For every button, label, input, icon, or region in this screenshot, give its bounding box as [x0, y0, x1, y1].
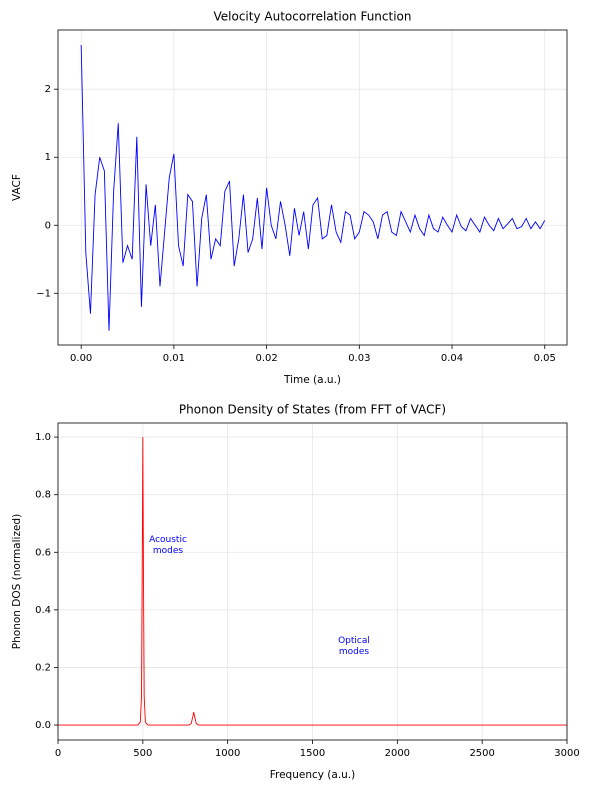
y-tick-label: −1	[36, 288, 51, 299]
x-tick-label: 0.01	[163, 353, 185, 364]
chart-title: Phonon Density of States (from FFT of VA…	[179, 403, 446, 417]
x-tick-label: 1000	[215, 748, 240, 759]
annotation: modes	[339, 647, 370, 657]
x-tick-label: 0.00	[70, 353, 92, 364]
x-tick-label: 2000	[385, 748, 410, 759]
data-line	[58, 437, 567, 726]
y-tick-label: 1.0	[35, 432, 51, 443]
y-tick-label: 0.8	[35, 490, 51, 501]
y-tick-label: 0.0	[35, 720, 51, 731]
x-tick-label: 0.03	[348, 353, 370, 364]
y-tick-label: 0.6	[35, 547, 51, 558]
y-axis-label: VACF	[11, 174, 23, 201]
chart-title: Velocity Autocorrelation Function	[214, 10, 412, 24]
x-tick-label: 2500	[469, 748, 494, 759]
y-tick-label: 0	[45, 220, 51, 231]
x-tick-label: 0.02	[255, 353, 277, 364]
x-axis-label: Time (a.u.)	[283, 374, 341, 386]
annotation: Acoustic	[149, 535, 187, 545]
x-tick-label: 0.04	[441, 353, 463, 364]
annotation: Optical	[338, 636, 370, 646]
y-tick-label: 2	[45, 84, 51, 95]
x-tick-label: 0	[55, 748, 61, 759]
x-tick-label: 0.05	[534, 353, 556, 364]
plot-frame	[57, 29, 568, 346]
x-tick-label: 500	[133, 748, 152, 759]
x-tick-label: 3000	[554, 748, 579, 759]
y-tick-label: 1	[45, 152, 51, 163]
x-axis-label: Frequency (a.u.)	[270, 769, 356, 781]
annotation: modes	[153, 546, 184, 556]
y-axis-label: Phonon DOS (normalized)	[11, 514, 23, 649]
y-tick-label: 0.2	[35, 662, 51, 673]
data-line	[80, 44, 546, 331]
plot-frame	[57, 422, 568, 741]
y-tick-label: 0.4	[35, 605, 51, 616]
x-tick-label: 1500	[300, 748, 325, 759]
